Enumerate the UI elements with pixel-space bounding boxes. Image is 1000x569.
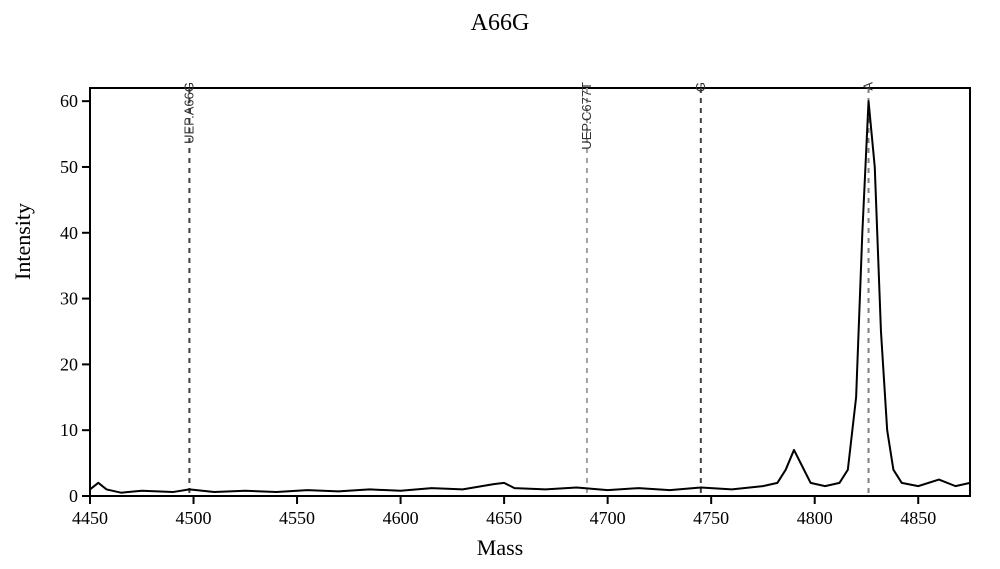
svg-text:4450: 4450	[72, 508, 108, 528]
mass-spectrum-chart: 0 10 20 30 40 50 60 4450 4500 4550 4600 4650 4700 475…	[0, 0, 1000, 569]
svg-text:50: 50	[60, 157, 78, 177]
svg-text:A: A	[861, 82, 876, 91]
svg-text:UEP.A66G: UEP.A66G	[181, 82, 196, 144]
svg-text:G: G	[693, 82, 708, 92]
svg-text:4850: 4850	[900, 508, 936, 528]
svg-text:4650: 4650	[486, 508, 522, 528]
svg-text:4800: 4800	[797, 508, 833, 528]
svg-text:0: 0	[69, 486, 78, 506]
svg-text:60: 60	[60, 91, 78, 111]
svg-text:UEP.C677T: UEP.C677T	[579, 82, 594, 150]
svg-text:4700: 4700	[590, 508, 626, 528]
svg-text:20: 20	[60, 354, 78, 374]
svg-text:4550: 4550	[279, 508, 315, 528]
svg-text:4500: 4500	[176, 508, 212, 528]
svg-text:10: 10	[60, 420, 78, 440]
svg-text:40: 40	[60, 223, 78, 243]
svg-text:4750: 4750	[693, 508, 729, 528]
svg-text:4600: 4600	[383, 508, 419, 528]
svg-text:30: 30	[60, 289, 78, 309]
